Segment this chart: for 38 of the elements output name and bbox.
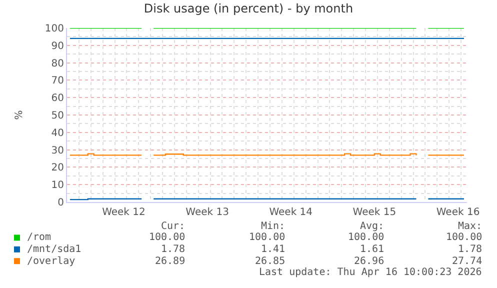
y-tick-label: 70: [51, 76, 64, 87]
text: 100.00: [249, 232, 286, 243]
text: 26.96: [354, 256, 384, 267]
text: Min:: [261, 221, 286, 232]
y-tick-label: 30: [51, 145, 64, 156]
y-tick-label: 100: [44, 24, 64, 34]
x-tick-label: Week 15: [352, 207, 396, 218]
x-tick-label: Week 16: [436, 207, 480, 218]
text: 1.61: [360, 244, 384, 255]
text: 100.00: [149, 232, 186, 243]
y-tick-label: 10: [51, 180, 64, 192]
x-tick-label: Week 14: [269, 207, 313, 218]
legend-label: /rom: [27, 232, 52, 243]
x-tick-label: Week 12: [102, 207, 146, 218]
y-tick-label: 40: [51, 128, 64, 139]
y-tick-label: 90: [51, 40, 64, 52]
text: Cur:: [161, 221, 186, 232]
text: 1.41: [261, 244, 286, 255]
text: 26.89: [155, 256, 186, 267]
legend-label: /mnt/sda1: [27, 244, 82, 255]
text: 26.85: [255, 256, 286, 267]
y-tick-label: 60: [51, 93, 64, 104]
text: 1.78: [458, 244, 482, 255]
text: Max:: [458, 221, 482, 232]
y-tick-label: 80: [51, 58, 64, 70]
text: 100.00: [446, 232, 482, 243]
legend-label: /overlay: [27, 256, 76, 267]
y-tick-label: 50: [51, 110, 64, 122]
text: Avg:: [360, 221, 384, 232]
text: 27.74: [452, 256, 482, 267]
chart-title: Disk usage (in percent) - by month: [144, 1, 354, 16]
x-tick-label: Week 13: [186, 207, 229, 218]
text: Last update: Thu Apr 16 10:00:23 2026: [259, 267, 482, 278]
y-tick-label: 20: [51, 162, 64, 174]
text: 1.78: [161, 244, 186, 255]
y-axis-title: %: [14, 110, 25, 120]
text: 100.00: [348, 232, 384, 243]
y-tick-label: 0: [58, 198, 64, 208]
